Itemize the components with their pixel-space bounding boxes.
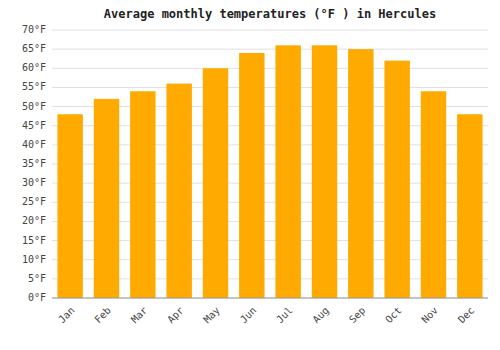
x-tick-label: Jul — [274, 305, 295, 326]
bars — [57, 45, 482, 298]
y-tick-label: 55°F — [22, 81, 46, 92]
y-tick-label: 45°F — [22, 120, 46, 131]
x-tick-label: Apr — [165, 305, 186, 326]
bar — [94, 99, 119, 298]
bar — [239, 53, 264, 298]
x-tick-label: Sep — [347, 305, 368, 326]
grid — [52, 30, 488, 298]
y-tick-label: 5°F — [28, 273, 46, 284]
y-tick-label: 60°F — [22, 62, 46, 73]
bar — [421, 91, 446, 298]
bar — [57, 114, 82, 298]
grid-line — [52, 30, 488, 31]
y-tick-label: 70°F — [22, 24, 46, 35]
x-tick-label: May — [201, 305, 222, 326]
bar — [275, 45, 300, 298]
bar — [166, 84, 191, 298]
chart: 0°F 5°F 10°F 15°F 20°F 25°F 30°F 35°F 40°F 45°F 50… — [0, 0, 500, 350]
bar — [348, 49, 373, 298]
y-tick-label: 35°F — [22, 158, 46, 169]
x-tick-label: Feb — [92, 305, 113, 326]
bar — [457, 114, 482, 298]
y-tick-label: 65°F — [22, 43, 46, 54]
x-tick-label: Aug — [310, 305, 331, 326]
x-axis: Jan Feb Mar Apr May Jun Jul Aug Sep Oct Nov Dec — [52, 298, 488, 325]
grid-line — [52, 87, 488, 88]
y-tick-label: 25°F — [22, 196, 46, 207]
x-tick-label: Dec — [456, 305, 477, 326]
x-tick-label: Nov — [419, 305, 440, 326]
bar — [130, 91, 155, 298]
grid-line — [52, 49, 488, 50]
title: Average monthly temperatures (°F ) in He… — [104, 7, 436, 21]
y-tick-label: 0°F — [28, 292, 46, 303]
x-tick-label: Oct — [383, 305, 404, 326]
y-axis: 0°F 5°F 10°F 15°F 20°F 25°F 30°F 35°F 40°F 45°F 50… — [22, 24, 46, 303]
y-tick-label: 40°F — [22, 139, 46, 150]
grid-line — [52, 298, 488, 299]
y-tick-label: 50°F — [22, 101, 46, 112]
bar — [312, 45, 337, 298]
x-tick-label: Mar — [129, 305, 150, 326]
grid-line — [52, 68, 488, 69]
bar — [384, 61, 409, 298]
x-tick-label: Jan — [56, 305, 77, 326]
y-tick-label: 10°F — [22, 254, 46, 265]
y-tick-label: 20°F — [22, 215, 46, 226]
x-axis-line — [52, 298, 488, 299]
bar — [203, 68, 228, 298]
x-tick-label: Jun — [238, 305, 259, 326]
y-tick-label: 15°F — [22, 235, 46, 246]
y-tick-label: 30°F — [22, 177, 46, 188]
